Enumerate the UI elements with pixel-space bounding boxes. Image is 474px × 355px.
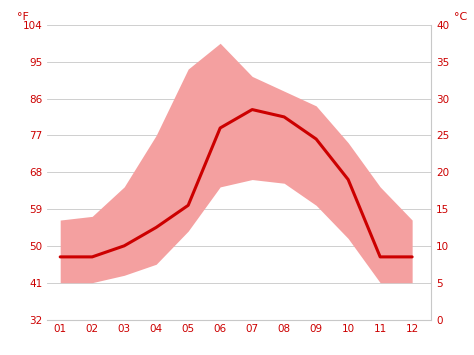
Text: °C: °C [455, 12, 468, 22]
Text: °F: °F [17, 12, 28, 22]
